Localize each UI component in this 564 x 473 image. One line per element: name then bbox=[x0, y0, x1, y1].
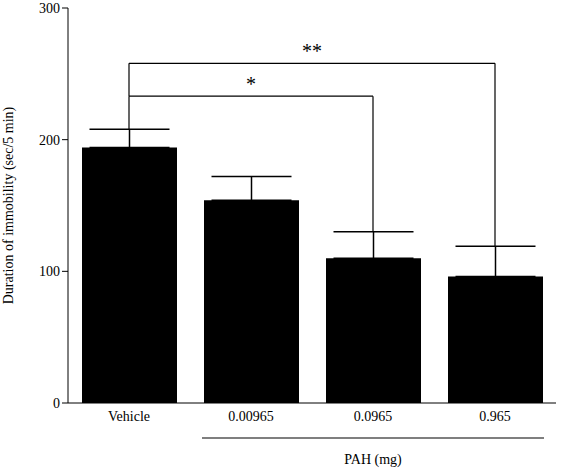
svg-text:Vehicle: Vehicle bbox=[108, 409, 150, 424]
svg-text:Duration of immobility (sec/5: Duration of immobility (sec/5 min) bbox=[8, 106, 17, 304]
svg-text:300: 300 bbox=[39, 1, 60, 16]
svg-text:0.0965: 0.0965 bbox=[354, 409, 393, 424]
svg-text:PAH (mg): PAH (mg) bbox=[344, 452, 402, 468]
svg-text:0: 0 bbox=[53, 396, 60, 411]
svg-text:0.965: 0.965 bbox=[479, 409, 511, 424]
svg-text:200: 200 bbox=[39, 133, 60, 148]
svg-text:*: * bbox=[246, 73, 256, 95]
svg-text:**: ** bbox=[302, 40, 322, 62]
svg-text:100: 100 bbox=[39, 264, 60, 279]
svg-text:0.00965: 0.00965 bbox=[228, 409, 274, 424]
